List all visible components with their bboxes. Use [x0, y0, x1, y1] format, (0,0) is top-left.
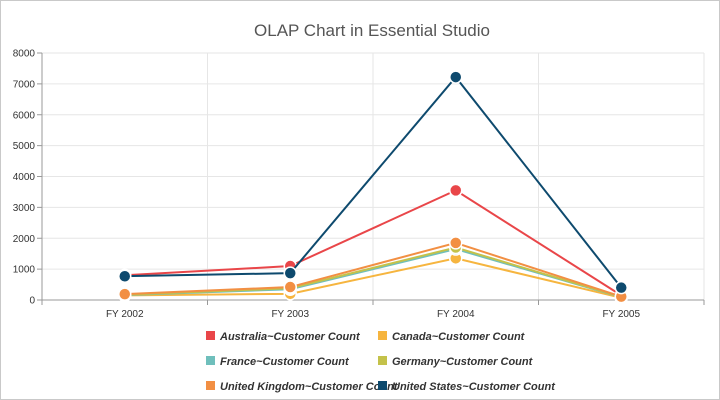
legend-swatch	[378, 356, 387, 365]
x-tick-label: FY 2005	[602, 309, 640, 320]
data-point[interactable]	[283, 266, 297, 280]
chart-title: OLAP Chart in Essential Studio	[254, 21, 490, 40]
legend-item[interactable]: United Kingdom~Customer Count	[206, 381, 399, 393]
y-tick-label: 1000	[13, 265, 36, 276]
data-point[interactable]	[449, 70, 463, 84]
legend-swatch	[206, 356, 215, 365]
legend-label: France~Customer Count	[220, 356, 350, 368]
y-tick-label: 0	[29, 296, 35, 307]
series-line	[124, 241, 622, 298]
series-line	[124, 189, 622, 297]
legend: Australia~Customer Count Canada~Customer …	[206, 331, 556, 393]
legend-label: United States~Customer Count	[392, 381, 556, 393]
legend-item[interactable]: France~Customer Count	[206, 356, 350, 368]
axis-layer: 0 1000 2000 3000 4000 5000 6000 7000 8000 FY 2002…	[13, 49, 705, 320]
data-point[interactable]	[118, 287, 132, 301]
series-line	[124, 257, 622, 299]
legend-swatch	[378, 331, 387, 340]
legend-label: Canada~Customer Count	[392, 331, 526, 343]
legend-item[interactable]: Germany~Customer Count	[378, 356, 534, 368]
data-point[interactable]	[118, 269, 132, 283]
legend-item[interactable]: Australia~Customer Count	[206, 331, 361, 343]
x-tick-label: FY 2003	[271, 309, 309, 320]
x-tick-label: FY 2002	[106, 309, 144, 320]
legend-swatch	[378, 381, 387, 390]
series-5	[118, 70, 628, 295]
data-point[interactable]	[614, 280, 628, 295]
y-tick-label: 6000	[13, 110, 36, 121]
y-tick-label: 2000	[13, 234, 36, 245]
legend-swatch	[206, 381, 215, 390]
y-tick-label: 5000	[13, 141, 36, 152]
series-layer	[118, 70, 628, 305]
y-tick-label: 4000	[13, 172, 36, 183]
legend-label: United Kingdom~Customer Count	[220, 381, 399, 393]
data-point[interactable]	[283, 280, 297, 294]
y-tick-label: 3000	[13, 203, 36, 214]
legend-swatch	[206, 331, 215, 340]
legend-label: Germany~Customer Count	[392, 356, 534, 368]
x-tick-label: FY 2004	[437, 309, 475, 320]
legend-item[interactable]: United States~Customer Count	[378, 381, 556, 393]
series-line	[124, 75, 623, 289]
legend-label: Australia~Customer Count	[219, 331, 361, 343]
y-tick-label: 7000	[13, 79, 36, 90]
y-tick-label: 8000	[13, 49, 36, 60]
data-point[interactable]	[449, 183, 463, 198]
legend-item[interactable]: Canada~Customer Count	[378, 331, 526, 343]
data-point[interactable]	[449, 236, 463, 250]
